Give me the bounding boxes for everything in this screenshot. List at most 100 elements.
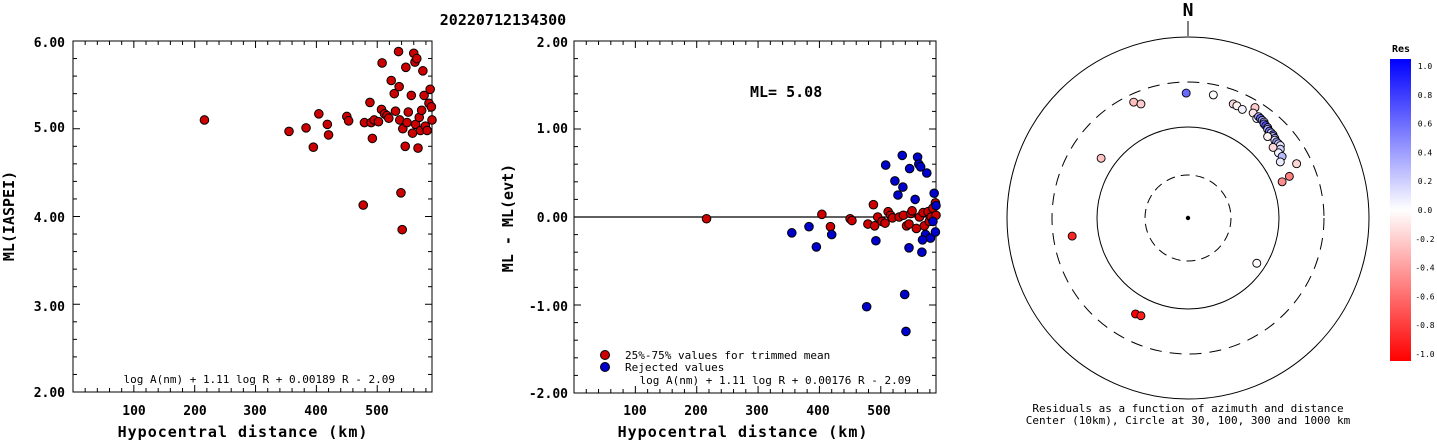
data-point <box>383 113 394 124</box>
data-point <box>921 168 932 178</box>
data-point <box>811 242 822 252</box>
data-point <box>880 160 891 170</box>
legend-marker-rejected <box>600 362 610 372</box>
ml-vs-distance-panel: 100 200 300 400 500 2.00 3.00 4.00 5.00 … <box>0 36 437 441</box>
data-point <box>403 107 414 117</box>
station-residual <box>1284 171 1294 181</box>
data-point <box>897 150 908 161</box>
x-tick-label: 200 <box>183 404 207 419</box>
colorbar-label: 0.4 <box>1418 148 1433 157</box>
data-point <box>397 224 407 235</box>
x-axis-ticks <box>84 41 427 392</box>
data-point <box>422 125 432 136</box>
caption-line-1: Residuals as a function of azimuth and d… <box>1032 402 1343 415</box>
colorbar-label: 1.0 <box>1418 62 1433 71</box>
station-residual <box>1237 104 1247 114</box>
colorbar-label: 0.6 <box>1418 120 1433 129</box>
colorbar-label: -0.8 <box>1415 321 1434 330</box>
legend-marker-trimmed <box>600 350 610 360</box>
data-point <box>890 176 900 186</box>
data-point <box>898 182 908 192</box>
data-point <box>701 213 712 224</box>
data-point <box>917 247 927 257</box>
formula-text: log A(nm) + 1.11 log R + 0.00189 R - 2.0… <box>123 373 395 386</box>
station-residual <box>1136 99 1146 109</box>
data-point <box>804 221 814 232</box>
x-tick-label: 500 <box>867 404 891 419</box>
x-tick-label: 400 <box>806 404 830 419</box>
data-point <box>322 119 333 130</box>
data-point <box>416 105 427 116</box>
data-point <box>904 219 914 229</box>
x-tick-label: 500 <box>365 404 389 419</box>
station-residual <box>1208 90 1218 100</box>
data-point <box>907 206 917 216</box>
data-point <box>929 188 939 199</box>
y-tick-label: 2.00 <box>537 36 568 51</box>
caption-line-2: Center (10km), Circle at 30, 100, 300 an… <box>1026 414 1351 427</box>
station-residuals <box>1067 88 1302 321</box>
legend-label-rejected: Rejected values <box>625 361 724 374</box>
ring-30km <box>1144 174 1232 262</box>
data-point <box>817 209 827 220</box>
data-point <box>904 243 914 253</box>
data-points <box>199 46 437 235</box>
data-point <box>826 229 837 240</box>
ring-300km <box>1051 81 1325 355</box>
data-point <box>787 228 797 238</box>
data-point <box>373 116 384 127</box>
data-point <box>396 188 406 198</box>
data-point <box>343 116 354 126</box>
y-axis-ticks <box>574 58 936 376</box>
data-point <box>427 115 437 125</box>
data-points <box>701 150 941 337</box>
data-point <box>825 221 836 232</box>
data-point <box>402 117 412 128</box>
ring-100km <box>1096 126 1280 310</box>
data-point <box>425 84 435 95</box>
station-residual <box>1096 153 1106 163</box>
data-point <box>901 326 911 337</box>
x-tick-label: 200 <box>684 404 708 419</box>
x-axis-label: Hypocentral distance (km) <box>618 423 869 441</box>
ml-annotation: ML= 5.08 <box>750 83 822 101</box>
data-point <box>411 53 422 64</box>
figure-title: 20220712134300 <box>440 11 566 29</box>
data-point <box>910 194 920 205</box>
data-point <box>847 215 857 226</box>
data-point <box>358 200 369 210</box>
data-point <box>911 223 922 234</box>
station-residual <box>1263 132 1273 142</box>
x-tick-label: 100 <box>623 404 647 419</box>
data-point <box>401 62 411 73</box>
epicenter-marker <box>1185 215 1191 221</box>
data-point <box>394 81 404 92</box>
legend-label-trimmed: 25%-75% values for trimmed mean <box>625 349 830 362</box>
data-point <box>284 126 294 137</box>
data-point <box>861 301 872 312</box>
data-point <box>915 162 926 172</box>
station-residual <box>1067 231 1077 241</box>
x-tick-label: 100 <box>122 404 146 419</box>
data-point <box>393 46 404 57</box>
colorbar-label: -0.2 <box>1415 235 1434 244</box>
station-residual <box>1277 177 1287 187</box>
data-point <box>930 227 941 237</box>
data-point <box>413 143 423 153</box>
data-point <box>314 109 324 119</box>
data-point <box>931 200 941 211</box>
data-point <box>390 106 401 116</box>
x-axis-label: Hypocentral distance (km) <box>118 423 369 441</box>
data-point <box>419 90 429 101</box>
data-point <box>917 235 928 245</box>
y-tick-label: 2.00 <box>34 386 65 401</box>
data-point <box>418 66 428 76</box>
data-point <box>365 97 375 108</box>
formula-text: log A(nm) + 1.11 log R + 0.00176 R - 2.0… <box>639 374 911 387</box>
colorbar-label: -1.0 <box>1415 350 1434 359</box>
data-point <box>301 123 311 133</box>
y-tick-label: 6.00 <box>34 36 65 51</box>
x-tick-label: 300 <box>243 404 267 419</box>
x-axis-ticks <box>585 41 931 393</box>
legend: 25%-75% values for trimmed mean Rejected… <box>600 349 830 374</box>
